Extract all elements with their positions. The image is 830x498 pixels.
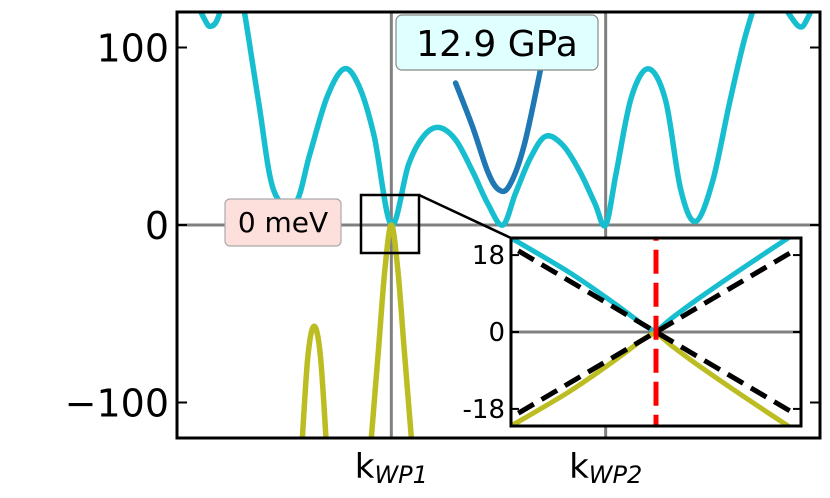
inset-cb-right-line: [654, 238, 793, 334]
energy-label: 0 meV: [238, 206, 328, 239]
valence-main-line: [368, 222, 415, 438]
y-tick-label: 0: [145, 204, 169, 248]
energy-label-box: 0 meV: [224, 198, 342, 247]
y-axis-ticks: 100 0 −100: [65, 27, 820, 426]
inset-y-tick-label: 0: [488, 318, 505, 348]
zoom-indicator: [359, 193, 512, 255]
inset-y-tick-label: -18: [463, 395, 505, 425]
main-plot: 100 0 −100 kWP1 kWP2: [65, 10, 822, 489]
inset-band-lines: [511, 238, 796, 426]
inset-plot: 18 0 -18: [463, 236, 803, 428]
zoom-box: [359, 193, 421, 255]
conduction-band-line: [197, 12, 814, 229]
band-lines: [197, 12, 814, 438]
x-axis-ticks: kWP1 kWP2: [355, 447, 643, 489]
dark-band-line: [452, 62, 545, 195]
inset-y-tick-label: 18: [472, 241, 505, 271]
valence-side-line: [299, 323, 329, 438]
energy-label-bg: [224, 198, 342, 247]
y-tick-label: 100: [96, 27, 169, 71]
y-tick-label: −100: [65, 382, 169, 426]
x-tick-label-2: kWP2: [569, 447, 642, 489]
inset-vb-right-line: [654, 330, 793, 426]
pressure-label-bg: [395, 14, 599, 71]
zoom-connector: [418, 193, 512, 240]
x-tick-label-1: kWP1: [355, 447, 428, 489]
pressure-label-box: 12.9 GPa: [395, 14, 599, 71]
pressure-label: 12.9 GPa: [416, 24, 578, 65]
inset-y-axis-ticks: 18 0 -18: [463, 241, 801, 425]
